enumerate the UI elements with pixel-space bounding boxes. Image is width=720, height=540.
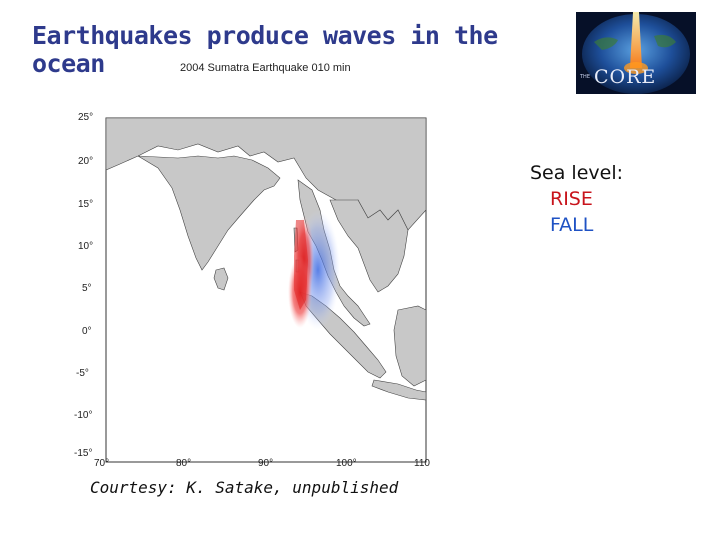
- slide-title: Earthquakes produce waves in the ocean: [32, 21, 498, 78]
- earth-core-image: [576, 12, 696, 94]
- land: [105, 117, 427, 401]
- logo-small-text: THE: [580, 74, 590, 80]
- lat-tick: -5°: [76, 368, 89, 379]
- lat-tick: 15°: [78, 199, 94, 210]
- map-title: 2004 Sumatra Earthquake 010 min: [180, 62, 351, 74]
- lat-tick: -10°: [74, 410, 93, 421]
- lat-tick: 5°: [82, 283, 92, 294]
- lon-tick: 70°: [94, 458, 110, 469]
- sea-level-legend: Sea level: RISE FALL: [530, 160, 623, 238]
- lat-tick: 0°: [82, 326, 92, 337]
- map-graphic: [105, 117, 427, 463]
- legend-title: Sea level:: [530, 162, 624, 184]
- lon-tick: 110: [414, 458, 430, 469]
- legend-rise: RISE: [550, 188, 593, 210]
- credit-text: Courtesy: K. Satake, unpublished: [90, 478, 399, 497]
- lat-tick: 25°: [78, 112, 94, 123]
- legend-fall: FALL: [550, 214, 594, 236]
- tsunami-map: [68, 60, 430, 500]
- lat-tick: -15°: [74, 448, 93, 459]
- wave-field: [288, 210, 340, 330]
- lat-tick: 10°: [78, 241, 94, 252]
- lat-tick: 20°: [78, 156, 94, 167]
- the-core-logo: THE CORE: [576, 12, 696, 94]
- lon-tick: 80°: [176, 458, 192, 469]
- lon-tick: 90°: [258, 458, 274, 469]
- lon-tick: 100°: [336, 458, 357, 469]
- logo-text: CORE: [594, 66, 657, 88]
